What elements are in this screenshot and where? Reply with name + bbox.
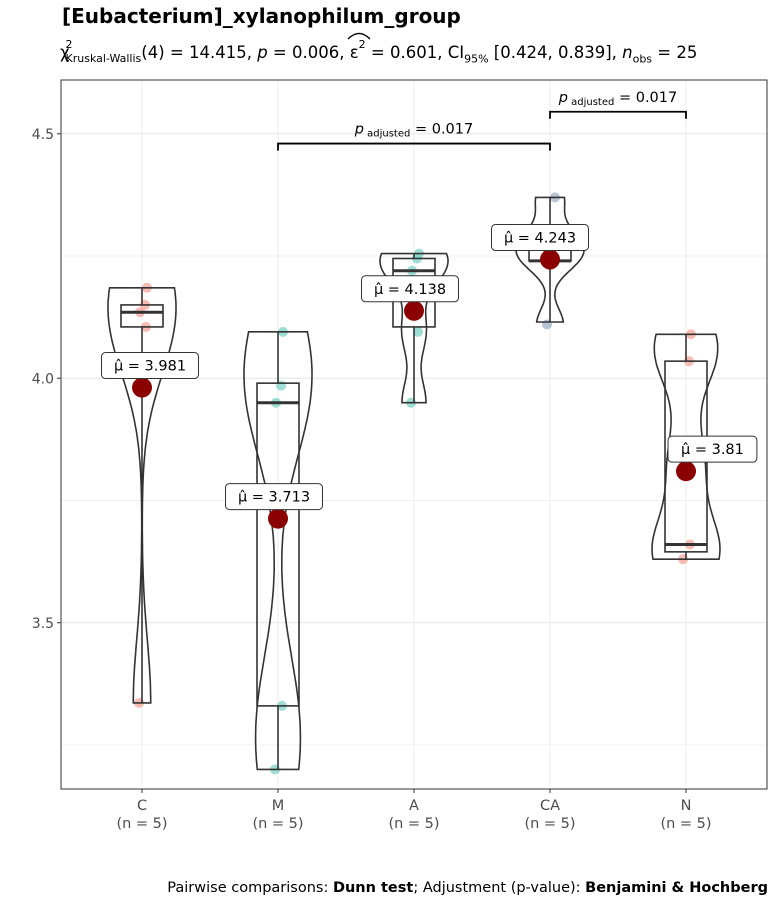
y-tick-label: 4.0	[32, 371, 54, 387]
group-c: μ̂ = 3.981	[101, 282, 199, 708]
mean-label-box	[225, 483, 323, 511]
group-m: μ̂ = 3.713	[225, 326, 323, 775]
y-axis: 3.5 4.0 4.5	[32, 127, 61, 632]
stat-symbol: χ	[60, 43, 70, 62]
mean-label: μ̂ = 3.81	[667, 435, 758, 463]
mean-label-box	[667, 435, 758, 463]
caption-middle: ; Adjustment (p-value):	[413, 880, 586, 896]
x-tick-label: C	[137, 798, 147, 814]
ci-sub: 95%	[464, 52, 489, 66]
bracket-line	[549, 110, 687, 119]
mean-point	[132, 377, 152, 398]
bracket-label-sub: adjusted	[364, 129, 410, 140]
caption: Pairwise comparisons: Dunn test; Adjustm…	[0, 880, 768, 896]
x-tick-label: M	[272, 798, 285, 814]
mean-label-text: μ̂ = 4.243	[504, 230, 576, 246]
n-label: n	[622, 43, 633, 62]
chart-svg: μ̂ = 3.981 μ̂ = 3.713 μ̂ = 4.138 μ̂ = 4.243…	[32, 79, 768, 832]
mean-point	[540, 249, 560, 270]
caption-prefix: Pairwise comparisons:	[167, 880, 333, 896]
mean-label: μ̂ = 4.138	[361, 275, 459, 303]
violin-outline	[515, 196, 585, 323]
stat-sup: 2	[65, 38, 73, 51]
grid	[61, 80, 767, 789]
mean-label-box	[101, 352, 199, 380]
x-tick-count: (n = 5)	[660, 816, 711, 832]
n-sub: obs	[632, 52, 653, 66]
mean-label-text: μ̂ = 3.981	[114, 359, 186, 375]
mean-label-box	[361, 275, 459, 303]
x-tick-count: (n = 5)	[252, 816, 303, 832]
effect-value: = 0.601, CI	[365, 43, 465, 62]
chart-title: [Eubacterium]_xylanophilum_group	[62, 4, 461, 28]
mean-label: μ̂ = 3.981	[101, 352, 199, 380]
bracket-label-p: p	[354, 122, 364, 138]
n-value: = 25	[652, 43, 698, 62]
effect-symbol-hat: ε2	[347, 32, 371, 62]
bracket-m-ca: p adjusted = 0.017	[277, 122, 551, 151]
mean-label-box	[491, 223, 589, 251]
violin-outline	[243, 331, 313, 771]
data-point	[413, 326, 423, 337]
caption-adjustment: Benjamini & Hochberg	[585, 880, 768, 896]
stat-sub: Kruskal-Wallis	[65, 52, 142, 66]
stat-value: (4) = 14.415,	[141, 43, 258, 62]
bracket-label: p adjusted = 0.017	[558, 90, 678, 108]
bracket-label: p adjusted = 0.017	[354, 122, 474, 140]
group-ca: μ̂ = 4.243	[491, 192, 589, 330]
mean-point	[676, 461, 696, 482]
effect-symbol: ε	[349, 43, 359, 62]
group-n: μ̂ = 3.81	[651, 329, 758, 565]
mean-point	[404, 300, 424, 321]
p-label: p	[257, 43, 268, 62]
bracket-ca-n: p adjusted = 0.017	[549, 90, 687, 119]
bracket-label-value: = 0.017	[614, 90, 677, 106]
bracket-label-p: p	[558, 90, 568, 106]
mean-label: μ̂ = 3.713	[225, 483, 323, 511]
caption-test: Dunn test	[332, 880, 414, 896]
x-axis: C (n = 5) M (n = 5) A (n = 5) CA (n = 5) N (n = 5…	[116, 789, 712, 832]
x-tick-label: CA	[540, 798, 560, 814]
ci-value: [0.424, 0.839],	[488, 43, 623, 62]
x-tick-count: (n = 5)	[116, 816, 167, 832]
bracket-line	[277, 142, 551, 151]
effect-sup: 2	[358, 38, 366, 51]
hat-icon	[347, 32, 371, 40]
bracket-label-sub: adjusted	[568, 97, 614, 108]
bracket-label-value: = 0.017	[410, 122, 473, 138]
x-tick-label: N	[681, 798, 692, 814]
violin-outline	[379, 252, 449, 404]
x-tick-label: A	[409, 798, 419, 814]
mean-label: μ̂ = 4.243	[491, 223, 589, 251]
mean-label-text: μ̂ = 4.138	[374, 282, 446, 298]
mean-point	[268, 508, 288, 529]
x-tick-count: (n = 5)	[524, 816, 575, 832]
group-a: μ̂ = 4.138	[361, 248, 459, 408]
groups-layer: μ̂ = 3.981 μ̂ = 3.713 μ̂ = 4.138 μ̂ = 4.243…	[101, 192, 758, 775]
p-value: = 0.006,	[267, 43, 350, 62]
chart-subtitle: χ2Kruskal-Wallis(4) = 14.415, p = 0.006,…	[60, 32, 698, 66]
mean-label-text: μ̂ = 3.81	[681, 442, 744, 458]
mean-label-text: μ̂ = 3.713	[238, 490, 310, 506]
y-tick-label: 4.5	[32, 127, 54, 143]
x-tick-count: (n = 5)	[388, 816, 439, 832]
y-tick-label: 3.5	[32, 616, 54, 632]
